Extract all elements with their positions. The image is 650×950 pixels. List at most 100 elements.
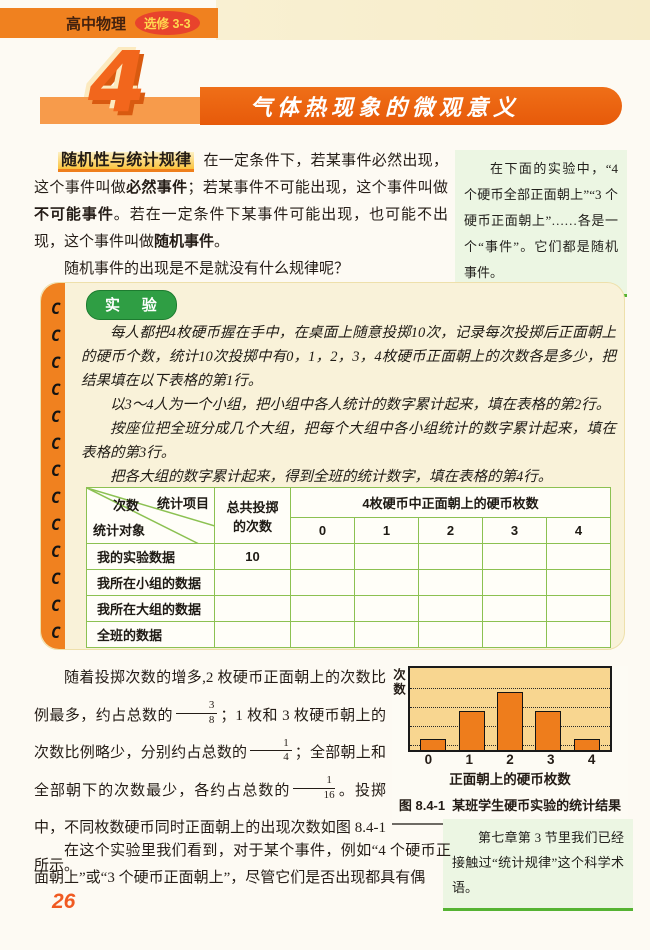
binder-ring-icon: C	[51, 461, 61, 480]
column-header-total-throws: 总共投掷的次数	[214, 487, 291, 544]
side-note-statistical-law: 第七章第 3 节里我们已经接触过“统计规律”这个科学术语。	[443, 819, 633, 911]
corner-label-rows: 统计对象	[93, 523, 146, 538]
side-note-random-events: 在下面的实验中，“4 个硬币全部正面朝上”“3 个硬币正面朝上”……各是一个“事…	[455, 150, 627, 297]
fraction-denominator: 4	[283, 751, 289, 764]
intro-seg3: 。若在一定条件下某事件可能出现，也可能不出现，这个事件叫做	[34, 207, 448, 250]
figure-caption-text: 某班学生硬币实验的统计结果	[452, 798, 622, 813]
intro-seg4: 。	[214, 234, 230, 250]
subcol-0: 0	[290, 517, 355, 544]
chart-bar	[573, 739, 600, 750]
fraction-numerator: 1	[293, 774, 335, 789]
data-cell	[290, 621, 355, 648]
analysis-seg2: ；1 枚和 3 枚硬币朝上的次数比例略少，分别约占总数的	[34, 707, 386, 762]
binder-spine	[41, 283, 65, 649]
chart-gridline	[410, 688, 610, 690]
closing-paragraph: 在这个实验里我们看到，对于某个事件，例如“4 个硬币正面朝上”或“3 个硬币正面…	[34, 843, 451, 886]
data-cell	[482, 543, 547, 570]
chart-bar	[496, 691, 523, 750]
data-cell	[354, 595, 419, 622]
x-tick: 1	[465, 752, 473, 767]
subcol-2: 2	[418, 517, 483, 544]
figure-caption: 图 8.4-1 某班学生硬币实验的统计结果	[392, 795, 628, 814]
data-cell	[482, 621, 547, 648]
corner-label-columns: 统计项目	[156, 496, 209, 511]
x-axis-ticks: 0 1 2 3 4	[408, 752, 612, 767]
chart-row: 次数	[391, 666, 628, 752]
data-cell	[418, 621, 483, 648]
header-bar: 高中物理 选修 3-3	[0, 8, 218, 38]
analysis-seg4: 。投掷中，不同枚数硬币同时正面朝上的出现次数如图 8.4-1 所示。	[34, 782, 386, 874]
x-tick: 3	[547, 752, 555, 767]
data-cell	[354, 569, 419, 596]
chart-bar	[420, 739, 447, 750]
corner-diagonals	[87, 488, 215, 544]
chapter-title: 气体热现象的微观意义	[250, 95, 521, 120]
experiment-instructions: 每人都把4枚硬币握在手中，在桌面上随意投掷10次，记录每次投掷后正面朝上的硬币个…	[81, 321, 616, 489]
section-heading: 随机性与统计规律	[58, 152, 195, 172]
table-row: 全班的数据	[86, 621, 611, 648]
binder-ring-icon: C	[51, 380, 61, 399]
row-label: 我所在大组的数据	[86, 595, 215, 622]
data-cell	[546, 595, 611, 622]
table-row: 我所在小组的数据	[86, 569, 611, 596]
fraction-numerator: 3	[175, 699, 218, 714]
term-random-event: 随机事件	[154, 234, 215, 250]
chart-bars	[410, 668, 610, 750]
binder-ring-icon: C	[51, 326, 61, 345]
figure-caption-label: 图 8.4-1	[398, 798, 446, 813]
binder-ring-icon: C	[51, 623, 61, 642]
binder-ring-icon: C	[51, 407, 61, 426]
experiment-step-3: 按座位把全班分成几个大组，把每个大组中各小组统计的数字累计起来，填在表格的第3行…	[81, 421, 616, 461]
top-cream-band	[216, 0, 650, 40]
subcol-1: 1	[354, 517, 419, 544]
analysis-seg3: ；全部朝上和全部朝下的次数最少，各约占总数的	[34, 745, 386, 799]
corner-header-cell: 次数 统计项目 统计对象	[86, 487, 215, 544]
total-cell: 10	[214, 543, 291, 570]
data-cell	[418, 595, 483, 622]
binder-ring-icon: C	[51, 569, 61, 588]
page-number: 26	[52, 890, 76, 913]
intro-first-paragraph: 随机性与统计规律 在一定条件下，若某事件必然出现，这个事件叫做必然事件；若某事件不…	[34, 147, 448, 256]
experiment-step-1: 每人都把4枚硬币握在手中，在桌面上随意投掷10次，记录每次投掷后正面朝上的硬币个…	[81, 325, 616, 389]
data-cell	[482, 595, 547, 622]
data-cell	[290, 569, 355, 596]
x-tick: 4	[587, 752, 596, 767]
fraction-one-sixteenth: 1 16	[293, 774, 335, 801]
subcol-4: 4	[546, 517, 611, 544]
edition-badge: 选修 3-3	[135, 11, 200, 35]
binder-ring-icon: C	[51, 353, 61, 372]
intro-seg2: ；若某事件不可能出现，这个事件叫做	[187, 180, 448, 196]
figure-8-4-1: 次数 0 1 2 3 4 正面朝上的硬币枚数 图 8.4-1 某班学生硬币实验的统…	[391, 666, 628, 825]
x-tick: 0	[424, 752, 433, 767]
row-label: 我的实验数据	[86, 543, 215, 570]
total-cell	[214, 569, 291, 596]
term-certain-event: 必然事件	[126, 180, 188, 196]
fraction-denominator: 16	[323, 788, 335, 801]
intro-question: 随机事件的出现是不是就没有什么规律呢？	[64, 261, 350, 277]
y-axis-label: 次数	[391, 668, 405, 697]
experiment-step-2: 以3～4人为一个小组，把小组中各人统计的数字累计起来，填在表格的第2行。	[110, 397, 611, 413]
row-label: 全班的数据	[86, 621, 215, 648]
binder-ring-icon: C	[51, 596, 61, 615]
data-cell	[354, 543, 419, 570]
analysis-seg1: 随着投掷次数的增多,2 枚硬币正面朝上的次数比例最多，约占总数的	[34, 670, 386, 724]
data-cell	[546, 543, 611, 570]
intro-seg1: 在一定条件下，若某事件必然出现，这个事件叫做	[34, 153, 448, 196]
total-cell	[214, 595, 291, 622]
binder-ring-icon: C	[51, 515, 61, 534]
total-cell	[214, 621, 291, 648]
chapter-banner: 气体热现象的微观意义	[200, 87, 622, 125]
chart-bar	[458, 710, 485, 750]
data-cell	[354, 621, 419, 648]
corner-label-value: 次数	[113, 498, 140, 513]
intro-paragraph: 随机性与统计规律 在一定条件下，若某事件必然出现，这个事件叫做必然事件；若某事件不…	[34, 147, 448, 283]
data-cell	[290, 595, 355, 622]
x-axis-label: 正面朝上的硬币枚数	[449, 772, 571, 787]
experiment-step-4: 把各大组的数字累计起来，得到全班的统计数字，填在表格的第4行。	[110, 469, 553, 485]
data-cell	[418, 543, 483, 570]
fraction-denominator: 8	[208, 713, 215, 726]
chart-bar	[535, 710, 562, 750]
